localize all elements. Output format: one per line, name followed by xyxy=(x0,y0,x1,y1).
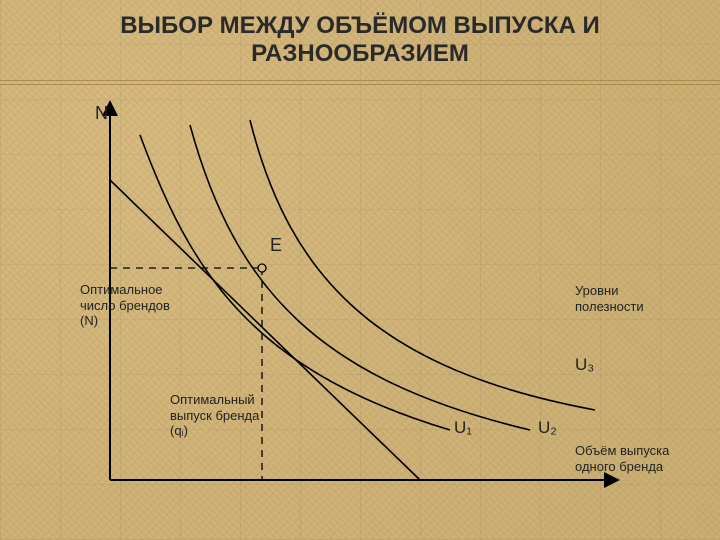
curve-label-u3: U₃ xyxy=(575,355,594,375)
label-output-one: Объём выпуска одного бренда xyxy=(575,443,669,474)
divider-top xyxy=(0,80,720,81)
curve-label-u2: U₂ xyxy=(538,418,557,438)
title-line1: ВЫБОР МЕЖДУ ОБЪЁМОМ ВЫПУСКА И xyxy=(120,12,600,39)
label-utility: Уровни полезности xyxy=(575,283,644,314)
point-label-e: E xyxy=(270,235,282,257)
label-opt-output: Оптимальный выпуск бренда (qᵢ) xyxy=(170,392,259,439)
title-line2: РАЗНООБРАЗИЕМ xyxy=(251,40,469,67)
label-opt-brands: Оптимальное число брендов (N) xyxy=(80,282,170,329)
budget-constraint xyxy=(110,180,420,480)
axis-label-n: N xyxy=(95,103,108,125)
tangent-point xyxy=(258,264,266,272)
slide-title: ВЫБОР МЕЖДУ ОБЪЁМОМ ВЫПУСКА И РАЗНООБРАЗ… xyxy=(0,12,720,67)
curve-label-u1: U₁ xyxy=(454,418,472,438)
divider-bottom xyxy=(0,84,720,85)
